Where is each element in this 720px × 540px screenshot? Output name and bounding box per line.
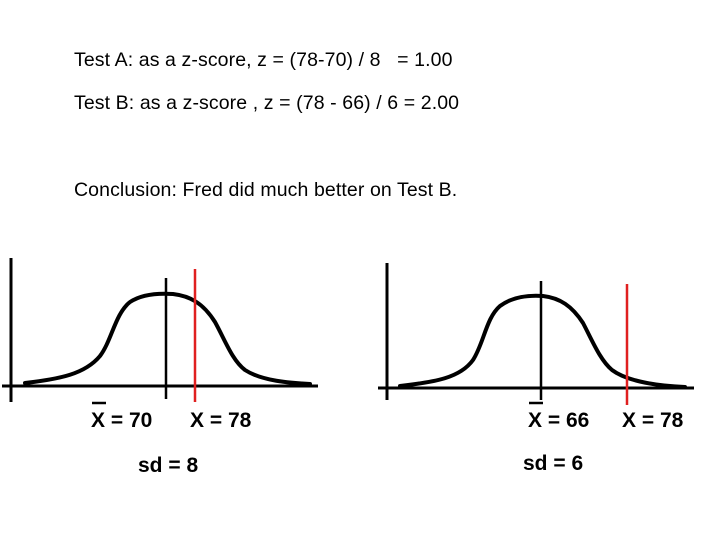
conclusion-text: Conclusion: Fred did much better on Test…	[74, 179, 458, 201]
right-normal-curve	[398, 293, 687, 389]
right-sd-label: sd = 6	[523, 452, 583, 475]
test-a-zscore-text: Test A: as a z-score, z = (78-70) / 8 = …	[74, 49, 453, 71]
left-normal-curve	[23, 291, 312, 386]
left-mean-label: X = 70	[91, 409, 152, 432]
test-b-zscore-text: Test B: as a z-score , z = (78 - 66) / 6…	[74, 92, 460, 114]
left-distribution: X = 70 X = 78 sd = 8	[2, 258, 318, 477]
left-sd-label: sd = 8	[138, 454, 198, 477]
right-score-label: X = 78	[622, 409, 684, 432]
left-score-label: X = 78	[190, 409, 252, 432]
right-distribution: X = 66 X = 78 sd = 6	[378, 263, 694, 475]
right-mean-label: X = 66	[528, 409, 589, 432]
